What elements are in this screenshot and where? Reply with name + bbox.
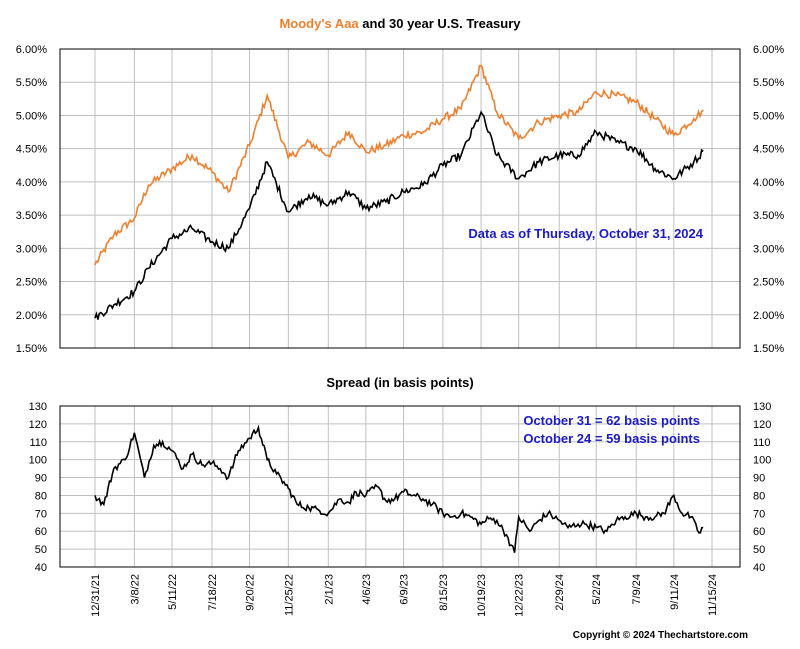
x-tick-label: 5/2/24 bbox=[591, 574, 603, 605]
top-y-tick-label-right: 2.00% bbox=[753, 310, 784, 322]
spread-chart-frame bbox=[59, 405, 741, 568]
top-y-tick-label-right: 4.00% bbox=[753, 177, 784, 189]
top-y-tick-label-right: 3.00% bbox=[753, 243, 784, 255]
top-y-tick-label-left: 4.00% bbox=[16, 177, 47, 189]
top-y-tick-label-right: 5.00% bbox=[753, 110, 784, 122]
spread-y-tick-label-left: 60 bbox=[35, 526, 47, 538]
x-tick-label: 12/31/21 bbox=[90, 574, 102, 617]
x-tick-label: 3/8/22 bbox=[129, 574, 141, 605]
spread-chart-title: Spread (in basis points) bbox=[326, 375, 473, 390]
top-y-tick-label-left: 5.00% bbox=[16, 110, 47, 122]
spread-y-tick-label-right: 120 bbox=[753, 419, 771, 431]
top-y-tick-label-right: 5.50% bbox=[753, 77, 784, 89]
top-y-tick-label-left: 2.50% bbox=[16, 277, 47, 289]
x-tick-label: 11/15/24 bbox=[707, 574, 719, 616]
spread-annotation-current: October 31 = 62 basis points bbox=[523, 413, 700, 428]
top-chart-title: Moody's Aaa and 30 year U.S. Treasury bbox=[279, 16, 521, 31]
spread-y-tick-label-left: 50 bbox=[35, 544, 47, 556]
top-y-tick-label-left: 3.50% bbox=[16, 210, 47, 222]
top-y-tick-label-right: 4.50% bbox=[753, 144, 784, 156]
x-tick-label: 7/18/22 bbox=[207, 574, 219, 611]
top-chart-y-axis-right: 1.50% 2.00% 2.50% 3.00% 3.50% 4.00% 4.50% 5.00%… bbox=[753, 44, 784, 355]
spread-y-tick-label-left: 80 bbox=[35, 490, 47, 502]
spread-y-tick-label-right: 90 bbox=[753, 473, 765, 485]
x-tick-label: 9/11/24 bbox=[669, 574, 681, 610]
top-chart-y-axis-left: 1.50% 2.00% 2.50% 3.00% 3.50% 4.00% 4.50% 5.00%… bbox=[16, 44, 47, 355]
x-tick-label: 2/29/24 bbox=[554, 574, 566, 611]
spread-y-tick-label-left: 90 bbox=[35, 473, 47, 485]
spread-y-tick-label-left: 100 bbox=[29, 455, 47, 467]
data-date-annotation: Data as of Thursday, October 31, 2024 bbox=[468, 226, 703, 241]
spread-chart-x-axis: 12/31/21 3/8/22 5/11/22 7/18/22 9/20/22 11/25… bbox=[90, 574, 719, 617]
top-y-tick-label-right: 1.50% bbox=[753, 343, 784, 355]
top-y-tick-label-left: 2.00% bbox=[16, 310, 47, 322]
spread-y-tick-label-right: 40 bbox=[753, 562, 765, 574]
x-tick-label: 4/6/23 bbox=[361, 574, 373, 605]
spread-y-tick-label-right: 80 bbox=[753, 490, 765, 502]
x-tick-label: 8/15/23 bbox=[438, 574, 450, 611]
top-y-tick-label-left: 6.00% bbox=[16, 44, 47, 56]
spread-y-tick-label-right: 130 bbox=[753, 401, 771, 413]
x-tick-label: 9/20/22 bbox=[245, 574, 257, 611]
top-y-tick-label-right: 2.50% bbox=[753, 277, 784, 289]
spread-y-tick-label-right: 50 bbox=[753, 544, 765, 556]
top-chart-series bbox=[94, 64, 704, 320]
spread-y-tick-label-right: 100 bbox=[753, 455, 771, 467]
spread-chart-y-axis-right: 40 50 60 70 80 90 100 110 120 130 bbox=[753, 401, 771, 574]
spread-chart-series bbox=[94, 424, 704, 553]
spread-y-tick-label-left: 120 bbox=[29, 419, 47, 431]
top-y-tick-label-left: 4.50% bbox=[16, 144, 47, 156]
spread-y-tick-label-left: 130 bbox=[29, 401, 47, 413]
top-y-tick-label-right: 3.50% bbox=[753, 210, 784, 222]
x-tick-label: 11/25/22 bbox=[283, 574, 295, 616]
top-y-tick-label-right: 6.00% bbox=[753, 44, 784, 56]
spread-y-tick-label-right: 110 bbox=[753, 437, 771, 449]
spread-y-tick-label-right: 60 bbox=[753, 526, 765, 538]
x-tick-label: 6/9/23 bbox=[399, 574, 411, 605]
spread-y-tick-label-right: 70 bbox=[753, 508, 765, 520]
treasury-30y-line bbox=[94, 110, 704, 320]
x-tick-label: 7/9/24 bbox=[631, 574, 643, 605]
spread-annotation-prior: October 24 = 59 basis points bbox=[523, 431, 700, 446]
title-treasury-part: and 30 year U.S. Treasury bbox=[359, 16, 522, 31]
x-tick-label: 2/1/23 bbox=[323, 574, 335, 605]
spread-chart-y-axis-left: 40 50 60 70 80 90 100 110 120 130 bbox=[29, 401, 47, 574]
spread-y-tick-label-left: 40 bbox=[35, 562, 47, 574]
aaa-yield-line bbox=[94, 64, 704, 266]
copyright-text: Copyright © 2024 Thechartstore.com bbox=[573, 630, 748, 641]
spread-y-tick-label-left: 110 bbox=[29, 437, 47, 449]
top-y-tick-label-left: 1.50% bbox=[16, 343, 47, 355]
top-y-tick-label-left: 5.50% bbox=[16, 77, 47, 89]
x-tick-label: 5/11/22 bbox=[167, 574, 179, 610]
title-aaa-part: Moody's Aaa bbox=[279, 16, 359, 31]
x-tick-label: 10/19/23 bbox=[476, 574, 488, 617]
x-tick-label: 12/22/23 bbox=[514, 574, 526, 617]
top-chart-grid bbox=[60, 48, 740, 349]
top-y-tick-label-left: 3.00% bbox=[16, 243, 47, 255]
top-chart-frame bbox=[59, 48, 741, 349]
spread-line bbox=[94, 424, 704, 553]
spread-y-tick-label-left: 70 bbox=[35, 508, 47, 520]
